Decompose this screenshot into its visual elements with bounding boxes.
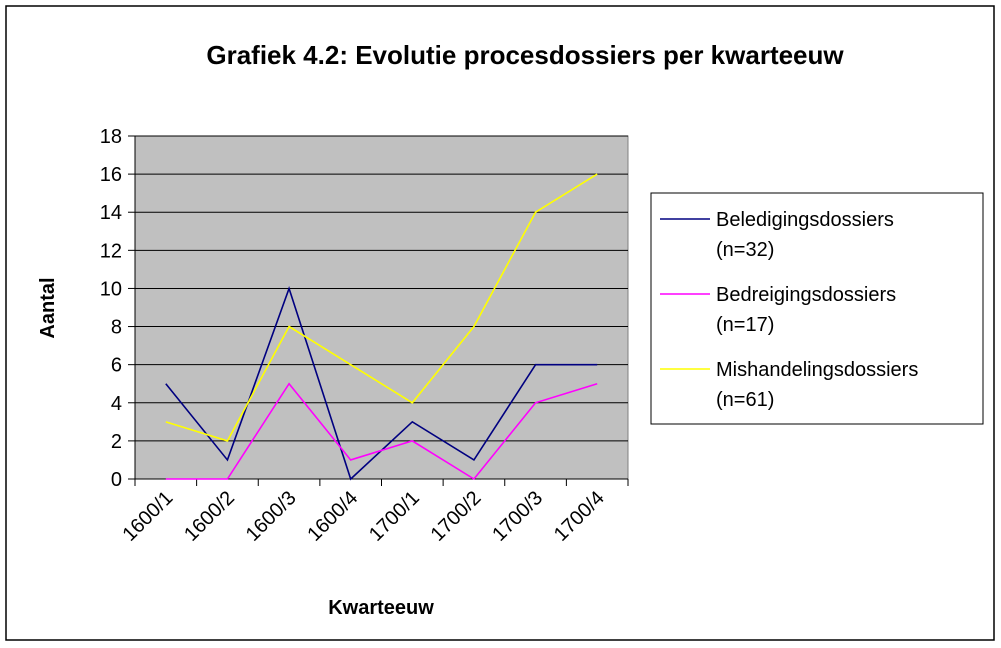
y-tick-label: 10 [100, 278, 122, 300]
legend-box [650, 192, 984, 425]
x-axis-label: Kwarteeuw [328, 597, 434, 619]
y-tick-label: 16 [100, 164, 122, 186]
y-tick-label: 6 [111, 355, 122, 377]
chart-title: Grafiek 4.2: Evolutie procesdossiers per… [206, 40, 844, 70]
y-tick-label: 0 [111, 469, 122, 491]
series-line [165, 173, 598, 442]
y-tick-label: 2 [111, 431, 122, 453]
legend-label: Bedreigingsdossiers (n=17) [716, 284, 896, 336]
y-tick-label: 4 [111, 393, 122, 415]
legend-label: Beledigingsdossiers (n=32) [716, 209, 894, 261]
y-axis-label: Aantal [37, 277, 59, 338]
y-tick-label: 8 [111, 317, 122, 339]
series-line [165, 382, 598, 481]
y-tick-label: 14 [100, 202, 122, 224]
legend-label: Mishandelingsdossiers (n=61) [716, 359, 918, 411]
plot-area [134, 135, 629, 480]
y-tick-label: 12 [100, 240, 122, 262]
y-tick-label: 18 [100, 126, 122, 148]
